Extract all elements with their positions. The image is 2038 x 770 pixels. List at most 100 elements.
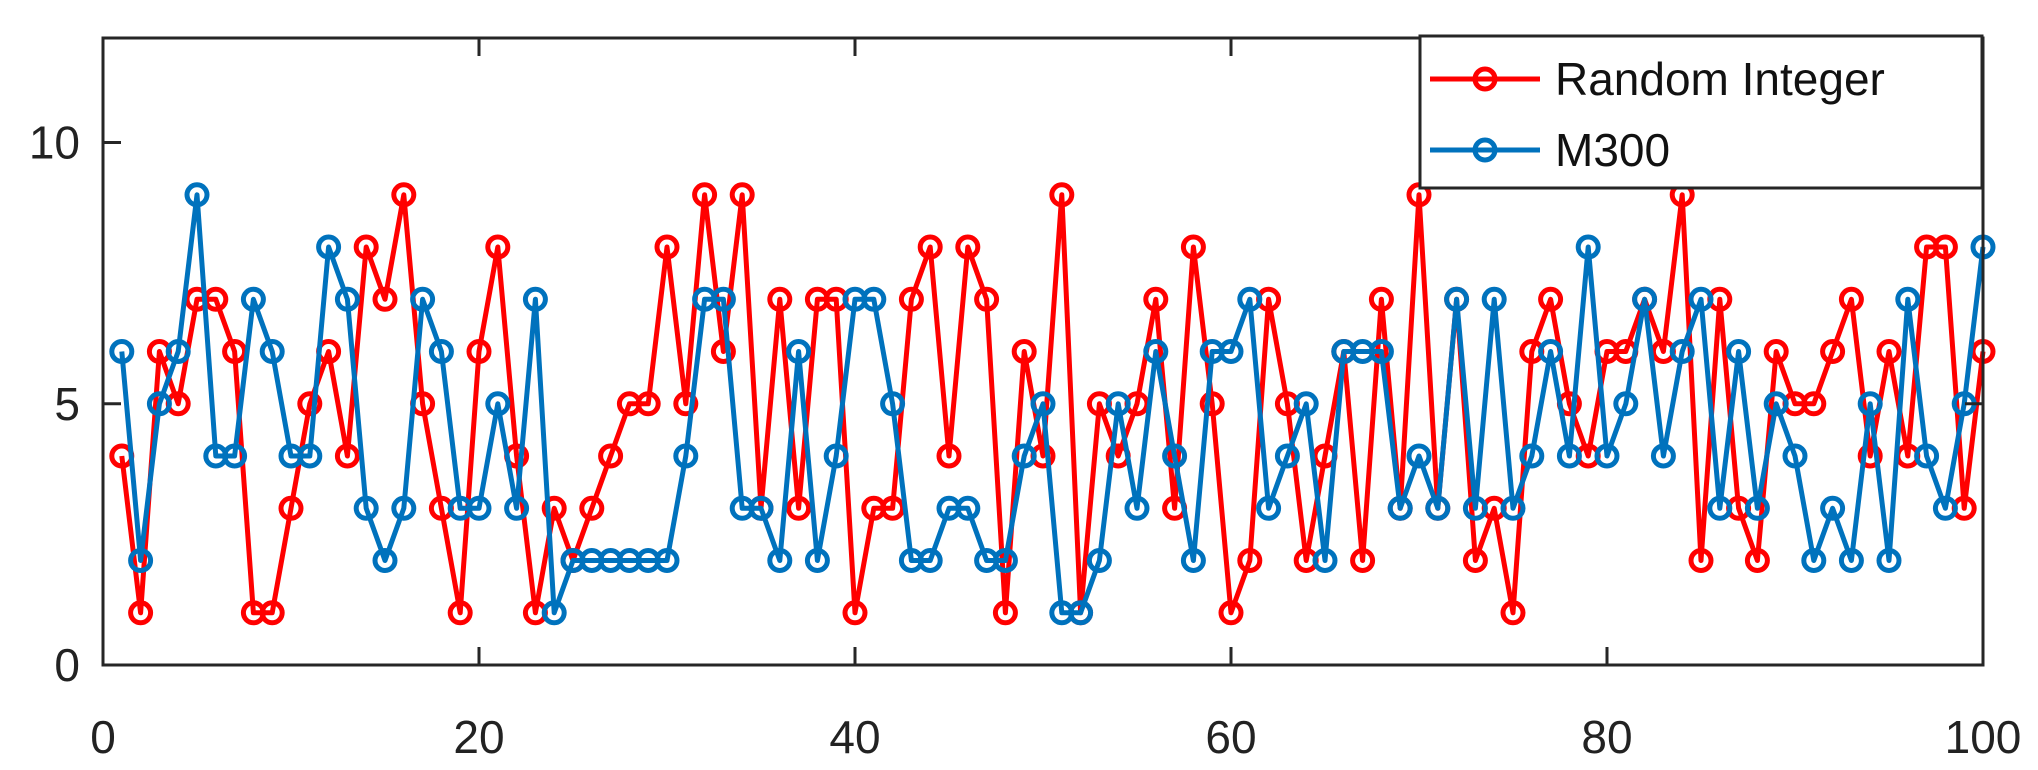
data-point-m300 xyxy=(428,339,454,364)
data-point-m300 xyxy=(146,391,172,417)
data-point-m300 xyxy=(1500,495,1526,521)
data-point-m300 xyxy=(1876,548,1902,573)
data-point-random-integer xyxy=(710,339,736,364)
data-point-m300 xyxy=(1820,495,1846,521)
data-point-m300 xyxy=(1293,391,1319,417)
axis-layer: 0 20 40 60 80 100 0 5 10 xyxy=(29,38,2022,763)
data-point-m300 xyxy=(1744,495,1770,521)
series-line-random-integer xyxy=(119,192,1986,616)
x-tick-label: 80 xyxy=(1581,711,1632,763)
data-point-random-integer xyxy=(447,600,473,626)
data-point-m300 xyxy=(165,339,191,364)
data-point-random-integer xyxy=(1801,391,1827,417)
data-point-m300 xyxy=(1180,548,1206,573)
data-point-m300 xyxy=(297,443,323,469)
data-point-m300 xyxy=(654,548,680,573)
data-point-m300 xyxy=(1406,443,1432,469)
legend-label-random-integer: Random Integer xyxy=(1555,53,1885,105)
x-tick-label: 100 xyxy=(1945,711,2022,763)
data-point-m300 xyxy=(1237,286,1263,312)
data-point-m300 xyxy=(1838,548,1864,573)
data-point-m300 xyxy=(485,391,511,417)
data-point-m300 xyxy=(353,495,379,521)
data-point-random-integer xyxy=(278,495,304,521)
data-point-m300 xyxy=(1895,286,1921,312)
data-point-random-integer xyxy=(974,286,1000,312)
data-point-random-integer xyxy=(692,182,718,208)
x-tick-label: 20 xyxy=(453,711,504,763)
data-point-random-integer xyxy=(1368,286,1394,312)
data-point-random-integer xyxy=(1011,339,1037,364)
data-point-random-integer xyxy=(767,286,793,312)
data-point-m300 xyxy=(1425,495,1451,521)
data-point-random-integer xyxy=(1763,339,1789,364)
data-point-random-integer xyxy=(880,495,906,521)
data-point-m300 xyxy=(1124,495,1150,521)
data-point-m300 xyxy=(1387,495,1413,521)
data-point-m300 xyxy=(1519,443,1545,469)
data-point-m300 xyxy=(767,548,793,573)
data-point-m300 xyxy=(1256,495,1282,521)
data-point-m300 xyxy=(786,339,812,364)
data-point-m300 xyxy=(992,548,1018,573)
data-point-m300 xyxy=(917,548,943,573)
data-point-random-integer xyxy=(598,443,624,469)
data-point-random-integer xyxy=(297,391,323,417)
data-point-random-integer xyxy=(786,495,812,521)
data-point-random-integer xyxy=(635,391,661,417)
data-point-random-integer xyxy=(1500,600,1526,626)
data-point-random-integer xyxy=(992,600,1018,626)
y-tick-label: 5 xyxy=(54,378,80,430)
data-point-m300 xyxy=(259,339,285,364)
data-point-m300 xyxy=(1726,339,1752,364)
data-point-m300 xyxy=(673,443,699,469)
data-point-m300 xyxy=(391,495,417,521)
data-point-random-integer xyxy=(222,339,248,364)
data-point-random-integer xyxy=(1820,339,1846,364)
data-point-m300 xyxy=(334,286,360,312)
data-point-m300 xyxy=(1857,391,1883,417)
data-point-random-integer xyxy=(541,495,567,521)
data-point-m300 xyxy=(1669,339,1695,364)
data-point-m300 xyxy=(1162,443,1188,469)
data-point-random-integer xyxy=(466,339,492,364)
data-point-m300 xyxy=(1312,548,1338,573)
data-point-m300 xyxy=(1011,443,1037,469)
data-point-m300 xyxy=(1801,548,1827,573)
data-point-random-integer xyxy=(729,182,755,208)
data-point-random-integer xyxy=(579,495,605,521)
data-point-m300 xyxy=(1368,339,1394,364)
legend-label-m300: M300 xyxy=(1555,124,1670,176)
data-point-m300 xyxy=(1707,495,1733,521)
data-point-random-integer xyxy=(1237,548,1263,573)
data-point-m300 xyxy=(1143,339,1169,364)
data-point-random-integer xyxy=(936,443,962,469)
data-point-random-integer xyxy=(1838,286,1864,312)
data-point-m300 xyxy=(1444,286,1470,312)
legend-marker-m300 xyxy=(1472,137,1498,163)
data-point-random-integer xyxy=(1688,548,1714,573)
data-point-m300 xyxy=(128,548,154,573)
data-point-random-integer xyxy=(334,443,360,469)
data-point-random-integer xyxy=(259,600,285,626)
data-point-m300 xyxy=(804,548,830,573)
data-point-m300 xyxy=(1688,286,1714,312)
data-point-random-integer xyxy=(1180,234,1206,260)
data-point-random-integer xyxy=(654,234,680,260)
data-point-m300 xyxy=(541,600,567,626)
x-tick-label: 0 xyxy=(90,711,116,763)
data-point-random-integer xyxy=(1143,286,1169,312)
data-point-m300 xyxy=(522,286,548,312)
data-point-m300 xyxy=(410,286,436,312)
data-point-m300 xyxy=(1274,443,1300,469)
data-point-m300 xyxy=(1914,443,1940,469)
data-point-random-integer xyxy=(372,286,398,312)
data-point-m300 xyxy=(1030,391,1056,417)
y-tick-label: 0 xyxy=(54,639,80,691)
data-point-random-integer xyxy=(1049,182,1075,208)
data-point-random-integer xyxy=(353,234,379,260)
legend-box xyxy=(1418,34,1984,190)
data-point-m300 xyxy=(1932,495,1958,521)
x-tick-label: 60 xyxy=(1205,711,1256,763)
